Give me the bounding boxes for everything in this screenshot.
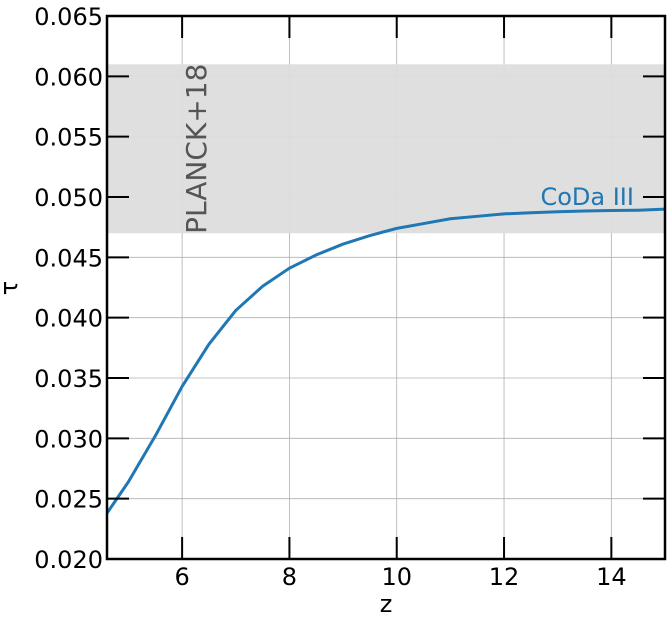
y-tick-label: 0.035: [34, 365, 103, 393]
x-axis-label: z: [380, 590, 393, 618]
planck-band-label: PLANCK+18: [180, 64, 213, 234]
y-tick-label: 0.025: [34, 486, 103, 514]
series-lines: CoDa III: [105, 183, 666, 514]
plot-frame: [105, 14, 667, 561]
y-tick-label: 0.040: [34, 305, 103, 333]
x-tick-label: 8: [282, 563, 297, 591]
y-tick-label: 0.030: [34, 425, 103, 453]
tick-marks: [107, 15, 665, 560]
planck-band: PLANCK+18: [107, 64, 665, 234]
axes-frame: [105, 14, 667, 561]
planck-band-region: [107, 64, 665, 234]
x-tick-label: 12: [489, 563, 520, 591]
tick-labels: 6 8 10 12 14 0.020 0.025 0.030 0.035 0.040 0.045 0.…: [34, 3, 626, 591]
y-tick-label: 0.055: [34, 124, 103, 152]
series-label-coda-iii: CoDa III: [540, 183, 634, 211]
x-tick-label: 6: [174, 563, 189, 591]
y-tick-label: 0.060: [34, 63, 103, 91]
y-tick-label: 0.020: [34, 546, 103, 574]
series-line-coda-iii: [105, 207, 666, 514]
y-tick-label: 0.050: [34, 184, 103, 212]
y-tick-label: 0.065: [34, 3, 103, 31]
x-tick-label: 10: [381, 563, 412, 591]
x-tick-label: 14: [596, 563, 627, 591]
y-axis-label: τ: [0, 281, 23, 295]
y-tick-label: 0.045: [34, 244, 103, 272]
